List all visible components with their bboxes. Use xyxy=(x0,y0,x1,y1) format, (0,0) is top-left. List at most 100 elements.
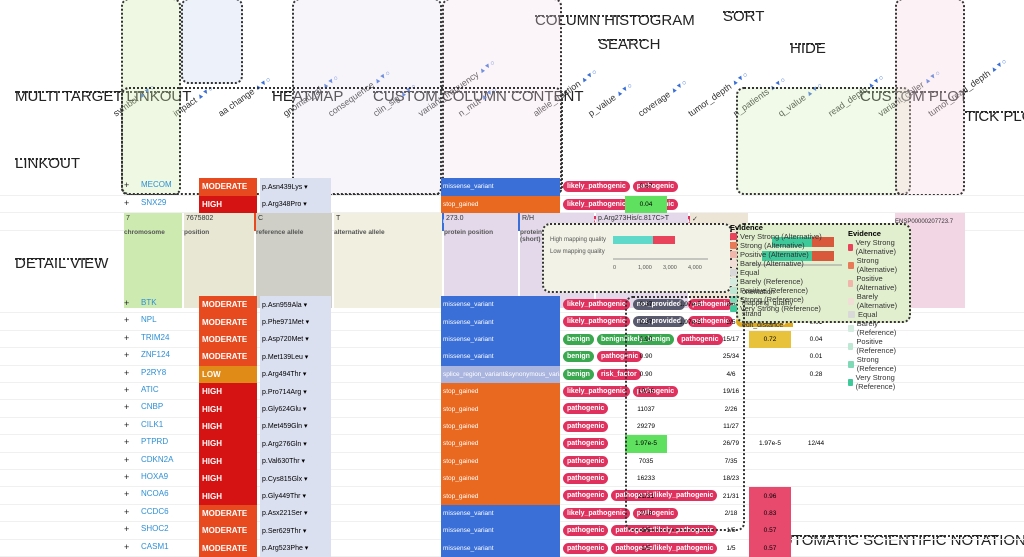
detail-field-1[interactable]: 7675802 xyxy=(184,213,254,308)
numeric-cell-6-3[interactable] xyxy=(749,400,791,417)
impact-badge-12[interactable]: MODERATE xyxy=(199,505,257,522)
numeric-cell-8-4[interactable]: 12/44 xyxy=(791,435,841,452)
numeric-cell-13-3[interactable]: 0.57 xyxy=(749,522,791,539)
consequence-badge-1[interactable]: missense_variant xyxy=(441,313,560,330)
clin-tag-likely-pathogenic[interactable]: likely_pathogenic xyxy=(563,199,630,210)
aa-change-9[interactable]: p.Val630Thr ▾ xyxy=(260,453,331,470)
numeric-cell-14-3[interactable]: 0.57 xyxy=(749,540,791,557)
clin-tag-likely-pathogenic[interactable]: likely_pathogenic xyxy=(563,508,630,519)
impact-badge-0[interactable]: MODERATE xyxy=(199,296,257,313)
aa-change-14[interactable]: p.Arg523Phe ▾ xyxy=(260,540,331,557)
impact-badge-6[interactable]: HIGH xyxy=(199,400,257,417)
clin-tag-pathogenic[interactable]: pathogenic xyxy=(563,456,608,467)
rows-bottom-entry-9[interactable]: + CDKN2A HIGH p.Val630Thr ▾ stop_gained patho… xyxy=(0,453,1024,470)
clin-tag-pathogenic[interactable]: pathogenic xyxy=(563,525,608,536)
numeric-cell-3-3[interactable] xyxy=(749,348,791,365)
clin-tag-pathogenic[interactable]: pathogenic xyxy=(563,438,608,449)
row-expand-toggle-7[interactable]: + xyxy=(124,420,129,430)
clin-tag-benign[interactable]: benign xyxy=(563,369,594,380)
consequence-badge-12[interactable]: missense_variant xyxy=(441,505,560,522)
tumor-short-ref-bar[interactable] xyxy=(613,236,653,244)
gene-symbol-CCDC6[interactable]: CCDC6 xyxy=(141,507,197,516)
impact-badge-9[interactable]: HIGH xyxy=(199,453,257,470)
clin-tag-likely-pathogenic[interactable]: likely_pathogenic xyxy=(563,386,630,397)
row-expand-toggle-0[interactable]: + xyxy=(124,298,129,308)
aa-change-8[interactable]: p.Arg276Gln ▾ xyxy=(260,435,331,452)
consequence-badge-6[interactable]: stop_gained xyxy=(441,400,560,417)
rows-top-entry-0[interactable]: + MECOM MODERATE p.Asn439Lys ▾ missense_vari… xyxy=(0,178,1024,196)
row-expand-toggle-1[interactable]: + xyxy=(124,315,129,325)
gene-symbol-MECOM[interactable]: MECOM xyxy=(141,180,197,189)
clin-tag-likely-pathogenic[interactable]: likely_pathogenic xyxy=(563,181,630,192)
aa-change-4[interactable]: p.Arg494Thr ▾ xyxy=(260,366,331,383)
gene-symbol-CASM1[interactable]: CASM1 xyxy=(141,542,197,551)
numeric-cell-0-0[interactable]: 0.67 xyxy=(625,178,667,196)
numeric-cell-5-3[interactable] xyxy=(749,383,791,400)
consequence-badge-3[interactable]: missense_variant xyxy=(441,348,560,365)
aa-change-0[interactable]: p.Asn959Ala ▾ xyxy=(260,296,331,313)
numeric-cell-1-1[interactable] xyxy=(667,196,713,214)
numeric-cell-4-3[interactable] xyxy=(749,366,791,383)
numeric-cell-10-4[interactable] xyxy=(791,470,841,487)
impact-badge-1[interactable]: MODERATE xyxy=(199,313,257,330)
aa-change-2[interactable]: p.Asp720Met ▾ xyxy=(260,331,331,348)
gene-symbol-HOXA9[interactable]: HOXA9 xyxy=(141,472,197,481)
consequence-badge-9[interactable]: stop_gained xyxy=(441,453,560,470)
clin-tag-pathogenic[interactable]: pathogenic xyxy=(563,403,608,414)
aa-change-1[interactable]: p.Phe971Met ▾ xyxy=(260,313,331,330)
row-expand-toggle-13[interactable]: + xyxy=(124,524,129,534)
impact-badge-7[interactable]: HIGH xyxy=(199,418,257,435)
tumor-short-alt-bar[interactable] xyxy=(653,236,675,244)
gene-symbol-CDKN2A[interactable]: CDKN2A xyxy=(141,455,197,464)
clin-tag-pathogenic[interactable]: pathogenic xyxy=(563,473,608,484)
gene-symbol-CILK1[interactable]: CILK1 xyxy=(141,420,197,429)
numeric-cell-1-4[interactable] xyxy=(791,196,841,214)
gene-symbol-NCOA6[interactable]: NCOA6 xyxy=(141,489,197,498)
impact-badge-11[interactable]: HIGH xyxy=(199,487,257,504)
clin-tag-likely-pathogenic[interactable]: likely_pathogenic xyxy=(563,299,630,310)
aa-change-6[interactable]: p.Gly624Glu ▾ xyxy=(260,400,331,417)
gene-symbol-CNBP[interactable]: CNBP xyxy=(141,402,197,411)
impact-badge-0[interactable]: MODERATE xyxy=(199,178,257,196)
detail-field-4[interactable]: 273.0 xyxy=(444,213,518,308)
gene-symbol-PTPRD[interactable]: PTPRD xyxy=(141,437,197,446)
numeric-cell-6-4[interactable] xyxy=(791,400,841,417)
aa-change-0[interactable]: p.Asn439Lys ▾ xyxy=(260,178,331,196)
sort-icon-allele-fraction[interactable]: ▲▼○ xyxy=(579,68,598,84)
numeric-cell-0-2[interactable] xyxy=(713,178,749,196)
clin-tag-likely-pathogenic[interactable]: likely_pathogenic xyxy=(563,316,630,327)
consequence-badge-2[interactable]: missense_variant xyxy=(441,331,560,348)
aa-change-10[interactable]: p.Cys815Glx ▾ xyxy=(260,470,331,487)
gene-symbol-ATIC[interactable]: ATIC xyxy=(141,385,197,394)
row-expand-toggle-9[interactable]: + xyxy=(124,455,129,465)
numeric-cell-14-4[interactable] xyxy=(791,540,841,557)
rows-bottom-entry-14[interactable]: + CASM1 MODERATE p.Arg523Phe ▾ missense_vari… xyxy=(0,540,1024,557)
consequence-badge-5[interactable]: stop_gained xyxy=(441,383,560,400)
consequence-badge-0[interactable]: missense_variant xyxy=(441,296,560,313)
impact-badge-5[interactable]: HIGH xyxy=(199,383,257,400)
numeric-cell-2-4[interactable]: 0.04 xyxy=(791,331,841,348)
row-expand-toggle-14[interactable]: + xyxy=(124,542,129,552)
clin-tag-benign[interactable]: benign xyxy=(563,351,594,362)
row-expand-toggle-5[interactable]: + xyxy=(124,385,129,395)
aa-change-11[interactable]: p.Gly449Thr ▾ xyxy=(260,487,331,504)
clin-tag-pathogenic[interactable]: pathogenic xyxy=(563,490,608,501)
row-expand-toggle-1[interactable]: + xyxy=(124,198,129,208)
row-expand-toggle-8[interactable]: + xyxy=(124,437,129,447)
detail-field-2[interactable]: C xyxy=(256,213,332,308)
consequence-badge-10[interactable]: stop_gained xyxy=(441,470,560,487)
row-expand-toggle-12[interactable]: + xyxy=(124,507,129,517)
impact-badge-13[interactable]: MODERATE xyxy=(199,522,257,539)
rows-bottom-entry-6[interactable]: + CNBP HIGH p.Gly624Glu ▾ stop_gained pathoge… xyxy=(0,400,1024,417)
numeric-cell-1-0[interactable]: 0.04 xyxy=(625,196,667,214)
consequence-badge-0[interactable]: missense_variant xyxy=(441,178,560,196)
aa-change-12[interactable]: p.Asx221Ser ▾ xyxy=(260,505,331,522)
impact-badge-1[interactable]: HIGH xyxy=(199,196,257,214)
gene-symbol-TRIM24[interactable]: TRIM24 xyxy=(141,333,197,342)
gene-symbol-SNX29[interactable]: SNX29 xyxy=(141,198,197,207)
numeric-cell-10-3[interactable] xyxy=(749,470,791,487)
rows-bottom-entry-8[interactable]: + PTPRD HIGH p.Arg276Gln ▾ stop_gained pathog… xyxy=(0,435,1024,452)
rows-bottom-entry-7[interactable]: + CILK1 HIGH p.Met459Gln ▾ stop_gained pathog… xyxy=(0,418,1024,435)
numeric-cell-1-3[interactable] xyxy=(749,196,791,214)
row-expand-toggle-0[interactable]: + xyxy=(124,180,129,190)
